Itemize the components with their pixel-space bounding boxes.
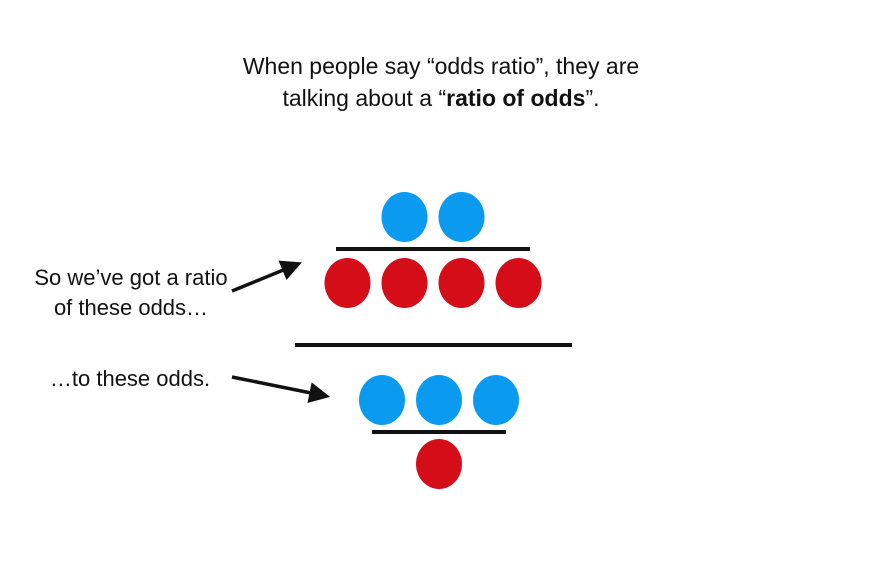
- annotation-first-odds: So we’ve got a ratio of these odds…: [28, 263, 234, 323]
- annotation-second-odds: …to these odds.: [49, 366, 211, 391]
- red-circle: [324, 258, 371, 308]
- title-line-2: talking about a “ratio of odds”.: [141, 82, 741, 114]
- blue-circle: [359, 375, 405, 425]
- arrow-to-bottom-odds: [231, 375, 331, 403]
- title-line-1: When people say “odds ratio”, they are: [242, 53, 640, 79]
- annotation-first-line-2: of these odds…: [53, 295, 209, 320]
- red-circle: [438, 258, 485, 308]
- blue-circle: [416, 375, 462, 425]
- title-bold-phrase: ratio of odds: [446, 85, 586, 111]
- bottom-odds-denominator-red-circles: [416, 439, 462, 489]
- blue-circle: [381, 192, 428, 242]
- red-circle: [381, 258, 428, 308]
- top-odds-denominator-red-circles: [324, 258, 542, 308]
- red-circle: [416, 439, 462, 489]
- blue-circle: [473, 375, 519, 425]
- title-line-2-prefix: talking about a “: [282, 85, 447, 111]
- slide-title: When people say “odds ratio”, they are t…: [141, 50, 741, 114]
- bottom-odds-numerator-blue-circles: [359, 375, 519, 425]
- red-circle: [495, 258, 542, 308]
- title-line-2-suffix: ”.: [585, 85, 600, 111]
- blue-circle: [438, 192, 485, 242]
- annotation-first-line-1: So we’ve got a ratio: [34, 265, 228, 290]
- arrow-to-top-odds: [231, 260, 302, 293]
- top-odds-numerator-blue-circles: [381, 192, 485, 242]
